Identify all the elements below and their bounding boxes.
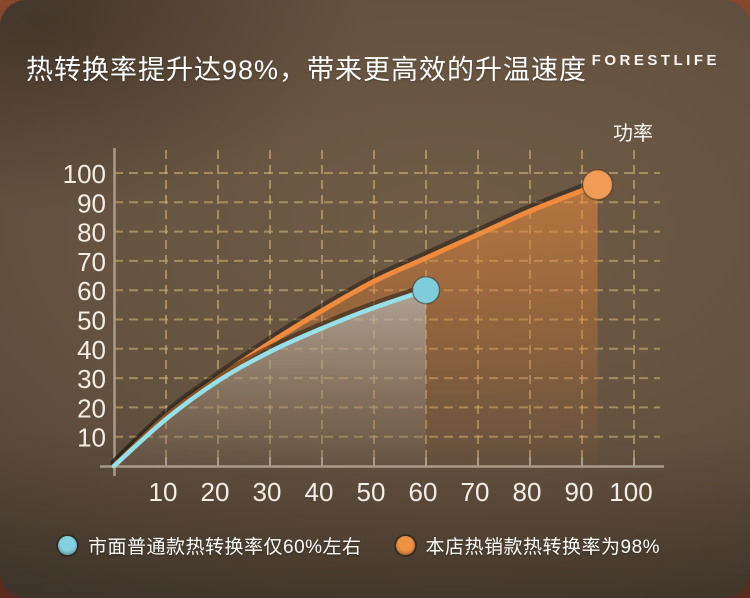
legend-item-standard: 市面普通款热转换率仅60%左右 <box>58 532 362 559</box>
legend-label-standard: 市面普通款热转换率仅60%左右 <box>88 537 362 558</box>
y-tick-label: 60 <box>77 276 106 306</box>
y-tick-label: 50 <box>77 306 106 336</box>
series-endpoint-dot <box>581 168 614 201</box>
series-curve <box>111 287 429 469</box>
legend-label-featured: 本店热销款热转换率为98% <box>425 537 661 558</box>
x-tick-label: 70 <box>461 477 490 507</box>
chart-legend: 市面普通款热转换率仅60%左右 本店热销款热转换率为98% <box>58 532 660 559</box>
legend-dot-cyan-icon <box>58 536 77 555</box>
x-tick-label: 100 <box>609 477 652 507</box>
y-tick-label: 90 <box>77 188 106 218</box>
y-tick-label: 40 <box>77 335 106 365</box>
y-axis-title: 功率 <box>613 123 653 145</box>
y-tick-label: 100 <box>63 159 106 189</box>
x-tick-label: 50 <box>357 477 386 507</box>
series-endpoint-dot <box>411 275 441 305</box>
series-curve-shadow <box>110 283 430 466</box>
x-tick-label: 90 <box>565 477 594 507</box>
legend-dot-orange-icon <box>395 536 415 555</box>
brand-logo: FORESTLIFE <box>591 52 720 69</box>
y-tick-label: 10 <box>77 423 106 453</box>
x-tick-label: 60 <box>409 477 438 507</box>
x-tick-label: 80 <box>513 477 542 507</box>
y-tick-label: 20 <box>77 393 106 423</box>
x-tick-label: 40 <box>305 477 334 507</box>
y-tick-label: 70 <box>77 247 106 277</box>
legend-item-featured: 本店热销款热转换率为98% <box>395 532 661 559</box>
series-area <box>114 290 426 466</box>
y-tick-label: 80 <box>77 218 106 248</box>
page-title: 热转换率提升达98%，带来更高效的升温速度 <box>26 55 588 85</box>
x-tick-label: 20 <box>201 477 230 507</box>
x-tick-label: 10 <box>149 477 178 507</box>
x-tick-label: 30 <box>253 477 282 507</box>
y-tick-label: 30 <box>77 364 106 394</box>
